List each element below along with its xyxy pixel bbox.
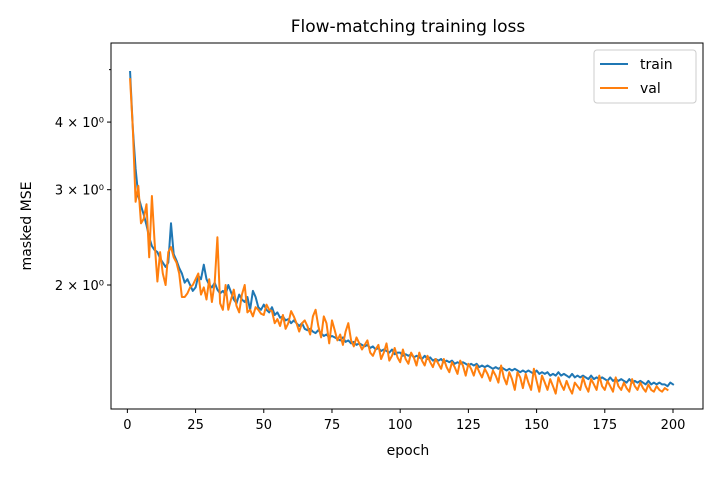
plot-frame [110, 42, 704, 410]
x-tick-label: 175 [592, 418, 617, 433]
chart-title: Flow-matching training loss [291, 17, 526, 37]
y-axis: 2 × 10⁰ 3 × 10⁰ 4 × 10⁰ [55, 69, 111, 294]
x-axis-label: epoch [387, 443, 430, 459]
plot-area [110, 42, 704, 410]
y-axis-label: masked MSE [19, 182, 35, 271]
series-layer [129, 70, 675, 395]
x-tick-label: 50 [256, 418, 273, 433]
x-tick-label: 0 [123, 418, 131, 433]
plot-background [111, 43, 703, 409]
x-tick-label: 150 [524, 418, 549, 433]
x-tick-label: 100 [388, 418, 413, 433]
y-tick-label: 4 × 10⁰ [55, 116, 104, 131]
x-tick-label: 125 [456, 418, 481, 433]
legend-label-val: val [640, 81, 661, 97]
x-tick-label: 25 [187, 418, 204, 433]
x-tick-label: 200 [661, 418, 686, 433]
y-tick-label: 2 × 10⁰ [55, 279, 104, 294]
y-tick-label: 3 × 10⁰ [55, 184, 104, 199]
x-tick-label: 75 [324, 418, 341, 433]
legend: train val [593, 49, 697, 104]
series-line-val [129, 78, 669, 395]
x-axis: 0 25 50 75 100 125 150 175 200 [123, 409, 685, 433]
legend-label-train: train [640, 57, 673, 73]
